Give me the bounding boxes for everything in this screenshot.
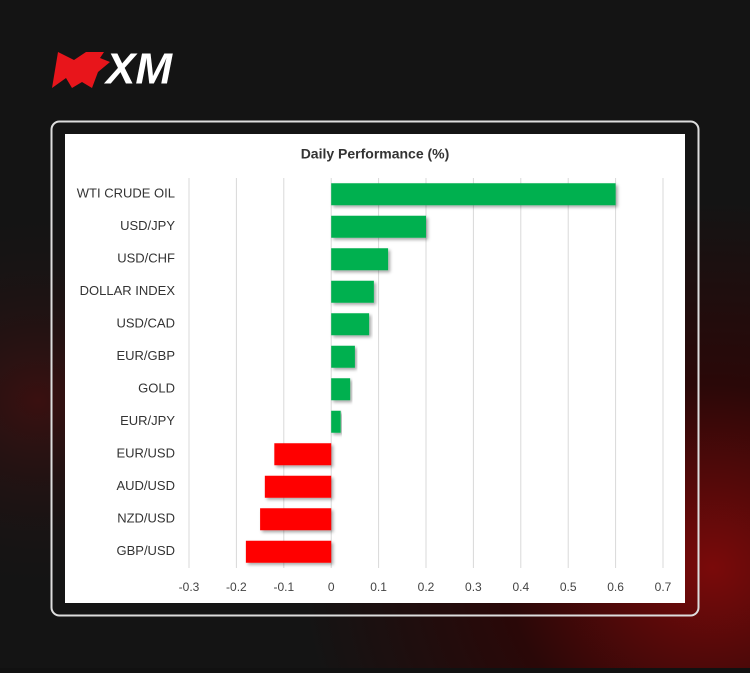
x-tick-label: 0.1 (370, 580, 387, 594)
y-tick-label: USD/CHF (117, 251, 175, 266)
x-tick-label: 0 (328, 580, 335, 594)
bar (331, 215, 426, 238)
bar (260, 508, 332, 531)
bar (331, 410, 341, 433)
panel-border (50, 120, 700, 617)
bar (331, 280, 374, 303)
x-tick-label: 0.6 (607, 580, 624, 594)
x-tick-label: 0.2 (418, 580, 435, 594)
x-tick-label: -0.3 (179, 580, 200, 594)
bar (331, 248, 389, 271)
y-tick-label: EUR/USD (116, 446, 175, 461)
bar (331, 378, 351, 401)
x-tick-label: 0.4 (512, 580, 529, 594)
y-tick-label: WTI CRUDE OIL (77, 186, 175, 201)
y-tick-label: NZD/USD (117, 511, 175, 526)
y-tick-label: DOLLAR INDEX (80, 283, 176, 298)
y-tick-label: EUR/JPY (120, 413, 175, 428)
y-tick-label: USD/JPY (120, 218, 175, 233)
bar (331, 345, 355, 368)
logo-icon (52, 52, 110, 88)
x-tick-label: -0.1 (273, 580, 294, 594)
bar (331, 183, 616, 206)
y-tick-label: USD/CAD (116, 316, 175, 331)
x-tick-label: 0.7 (655, 580, 672, 594)
x-tick-label: 0.5 (560, 580, 577, 594)
x-tick-label: -0.2 (226, 580, 247, 594)
logo: XM (52, 45, 173, 94)
x-tick-label: 0.3 (465, 580, 482, 594)
y-tick-label: AUD/USD (116, 478, 175, 493)
logo-text: XM (103, 45, 173, 94)
bar (264, 475, 332, 498)
y-tick-label: GOLD (138, 381, 175, 396)
y-tick-label: EUR/GBP (116, 348, 175, 363)
y-tick-label: GBP/USD (116, 543, 175, 558)
chart-title: Daily Performance (%) (301, 146, 450, 162)
bar (245, 540, 332, 563)
chart-area (65, 134, 685, 603)
bar (331, 313, 370, 336)
bar (274, 443, 332, 466)
plot: -0.3 -0.2 -0.1 0 0.1 0.2 0.3 0.4 0.5 0.6 0.7 WTI CR… (77, 178, 672, 594)
